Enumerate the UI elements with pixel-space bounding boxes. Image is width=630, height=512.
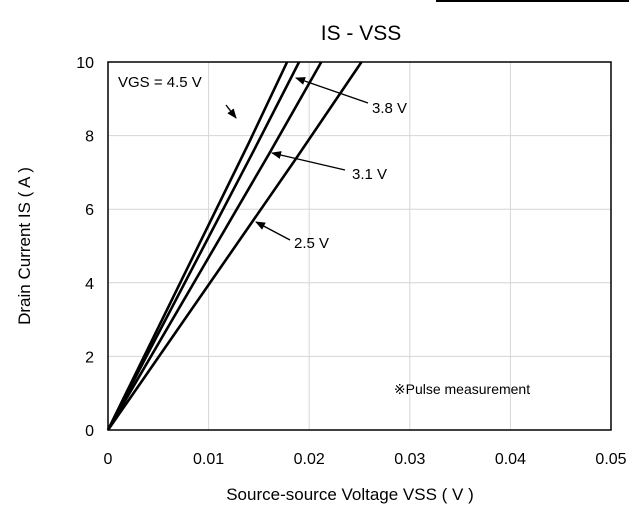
annotation-label: 3.1 V: [352, 166, 387, 183]
annotations: VGS = 4.5 V 3.8 V 3.1 V 2.5 V: [118, 74, 407, 252]
y-axis-ticks: 0 2 4 6 8 10: [76, 55, 94, 440]
y-tick-label: 2: [85, 349, 94, 366]
series-line-2: [106, 61, 301, 431]
x-tick-label: 0: [104, 451, 113, 468]
x-axis-label: Source-source Voltage VSS ( V ): [226, 485, 474, 504]
x-tick-label: 0.02: [294, 451, 325, 468]
annotation-arrow: [271, 151, 346, 171]
y-tick-label: 4: [85, 276, 94, 293]
y-tick-label: 0: [85, 423, 94, 440]
chart-title: IS - VSS: [321, 22, 402, 45]
annotation-arrow: [225, 104, 237, 119]
y-tick-label: 8: [85, 129, 94, 146]
annotation-arrow: [295, 77, 369, 104]
annotation-arrow: [255, 221, 291, 241]
y-tick-label: 6: [85, 202, 94, 219]
y-axis-label: Drain Current IS ( A ): [15, 167, 34, 325]
series-line-1: [106, 61, 289, 431]
pulse-measurement-note: ※Pulse measurement: [394, 381, 530, 397]
series-line-4: [106, 61, 363, 431]
x-tick-label: 0.04: [495, 451, 526, 468]
series-line-3: [106, 61, 323, 431]
x-tick-label: 0.01: [193, 451, 224, 468]
annotation-label: 3.8 V: [372, 100, 407, 117]
x-tick-label: 0.03: [394, 451, 425, 468]
y-tick-label: 10: [76, 55, 94, 72]
grid: [108, 62, 611, 430]
series-lines: [106, 61, 363, 431]
x-tick-label: 0.05: [595, 451, 626, 468]
x-axis-ticks: 0 0.01 0.02 0.03 0.04 0.05: [104, 451, 627, 468]
annotation-label: VGS = 4.5 V: [118, 74, 202, 91]
plot-area-border: [107, 61, 612, 431]
annotation-label: 2.5 V: [294, 235, 329, 252]
